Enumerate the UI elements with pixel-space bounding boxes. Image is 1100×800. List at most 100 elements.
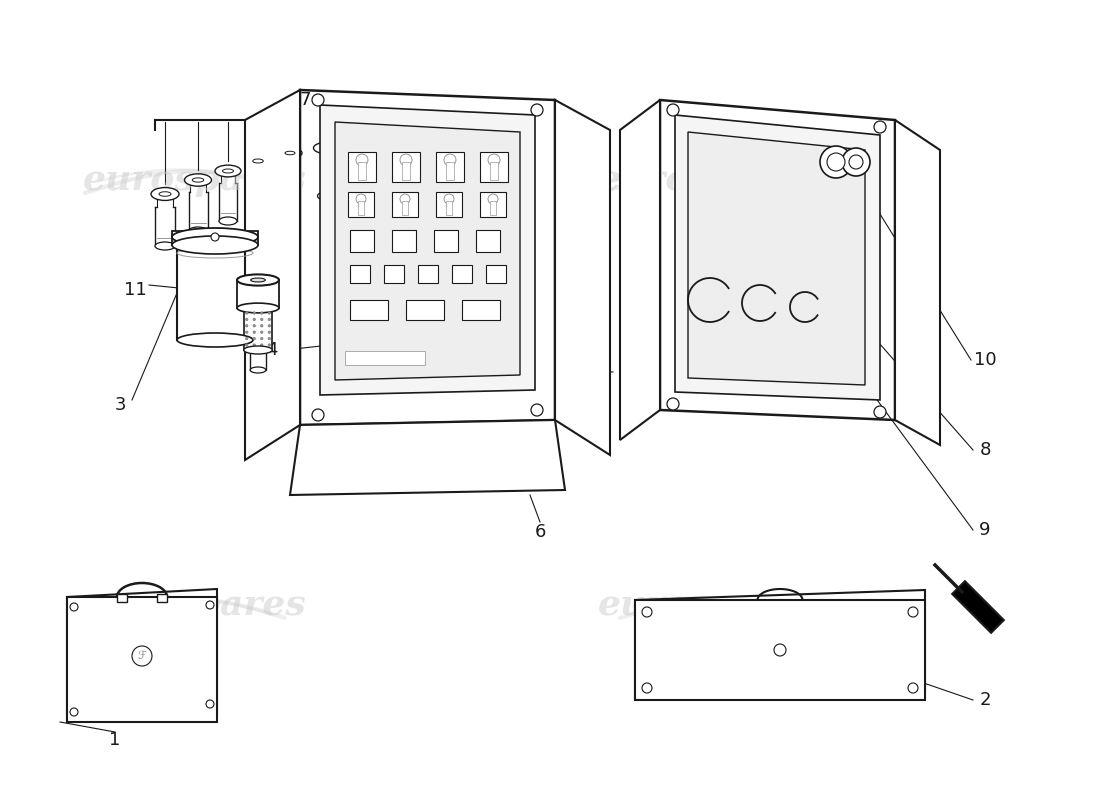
Circle shape <box>400 154 412 166</box>
Ellipse shape <box>253 159 263 163</box>
Bar <box>236 280 279 308</box>
Circle shape <box>268 338 271 340</box>
Text: 2: 2 <box>979 691 991 709</box>
Bar <box>476 230 501 252</box>
Bar <box>434 230 458 252</box>
Circle shape <box>356 154 369 166</box>
Circle shape <box>70 708 78 716</box>
Text: eurospares: eurospares <box>84 163 307 197</box>
Bar <box>358 162 366 180</box>
Ellipse shape <box>192 178 204 182</box>
Circle shape <box>261 331 263 334</box>
Circle shape <box>268 344 271 346</box>
Bar <box>348 152 376 182</box>
Circle shape <box>261 344 263 346</box>
Circle shape <box>268 312 271 314</box>
Ellipse shape <box>155 242 175 250</box>
Ellipse shape <box>172 236 258 254</box>
Ellipse shape <box>151 187 179 201</box>
Ellipse shape <box>219 217 236 225</box>
Circle shape <box>642 683 652 693</box>
Ellipse shape <box>214 165 241 177</box>
Bar <box>177 245 253 340</box>
Circle shape <box>253 312 255 314</box>
Circle shape <box>245 312 248 314</box>
Ellipse shape <box>394 138 403 142</box>
Bar <box>392 192 418 217</box>
Bar <box>406 300 444 320</box>
Circle shape <box>245 331 248 334</box>
Circle shape <box>531 404 543 416</box>
Text: eurospares: eurospares <box>598 163 822 197</box>
Polygon shape <box>660 100 895 420</box>
Bar <box>67 597 217 722</box>
Bar <box>350 300 388 320</box>
Ellipse shape <box>188 227 208 235</box>
Circle shape <box>849 155 864 169</box>
Circle shape <box>245 338 248 340</box>
Bar <box>402 162 410 180</box>
Text: 7: 7 <box>299 91 310 109</box>
Bar <box>436 152 464 182</box>
Text: 3: 3 <box>114 396 125 414</box>
Circle shape <box>667 398 679 410</box>
Polygon shape <box>895 120 940 445</box>
Circle shape <box>874 406 886 418</box>
Ellipse shape <box>349 139 371 149</box>
Bar <box>446 201 452 215</box>
Bar <box>172 231 258 245</box>
Circle shape <box>774 644 786 656</box>
Circle shape <box>268 325 271 327</box>
Ellipse shape <box>392 182 405 190</box>
Circle shape <box>261 312 263 314</box>
Circle shape <box>642 607 652 617</box>
Bar <box>480 192 506 217</box>
Text: 9: 9 <box>979 521 991 539</box>
Circle shape <box>253 344 255 346</box>
Circle shape <box>245 344 248 346</box>
Ellipse shape <box>245 155 271 167</box>
Circle shape <box>253 325 255 327</box>
Circle shape <box>312 409 324 421</box>
Circle shape <box>531 104 543 116</box>
Bar <box>452 265 472 283</box>
Ellipse shape <box>236 274 279 286</box>
Bar <box>157 594 167 602</box>
Circle shape <box>667 104 679 116</box>
Circle shape <box>874 121 886 133</box>
Ellipse shape <box>222 169 233 173</box>
Ellipse shape <box>160 192 170 196</box>
Circle shape <box>132 646 152 666</box>
Bar <box>490 201 496 215</box>
Bar <box>446 162 454 180</box>
Bar <box>345 351 425 365</box>
Circle shape <box>253 331 255 334</box>
Bar <box>490 162 498 180</box>
Bar <box>635 600 925 700</box>
Ellipse shape <box>244 346 273 354</box>
Ellipse shape <box>355 142 364 146</box>
Ellipse shape <box>353 187 367 195</box>
Text: ℱ: ℱ <box>138 651 146 661</box>
Polygon shape <box>953 581 1004 633</box>
Circle shape <box>211 233 219 241</box>
Bar <box>436 192 462 217</box>
Ellipse shape <box>285 151 295 154</box>
Circle shape <box>312 94 324 106</box>
Bar <box>392 152 420 182</box>
Polygon shape <box>675 115 880 400</box>
Circle shape <box>70 603 78 611</box>
Ellipse shape <box>251 278 265 282</box>
Ellipse shape <box>314 142 337 154</box>
Ellipse shape <box>250 367 266 373</box>
Bar <box>402 201 408 215</box>
Ellipse shape <box>250 207 266 215</box>
Bar <box>244 308 273 350</box>
Text: 10: 10 <box>974 351 997 369</box>
Circle shape <box>400 194 410 204</box>
Circle shape <box>261 325 263 327</box>
Ellipse shape <box>236 303 279 313</box>
Ellipse shape <box>387 135 408 145</box>
Text: 5: 5 <box>619 361 630 379</box>
Circle shape <box>827 153 845 171</box>
